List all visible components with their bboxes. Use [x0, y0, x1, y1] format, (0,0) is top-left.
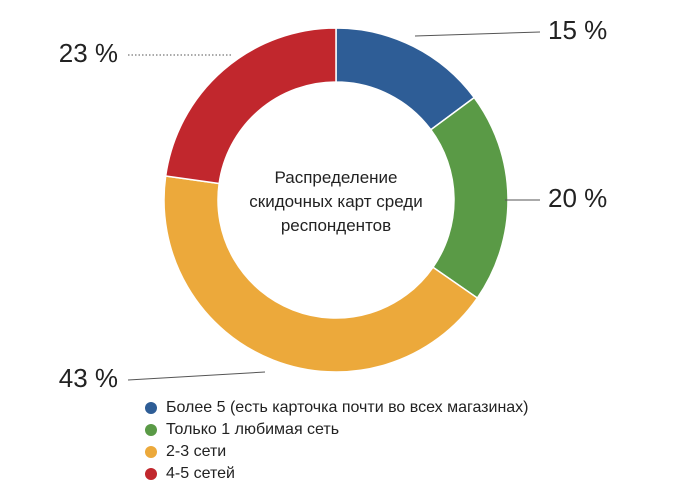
legend-label: Более 5 (есть карточка почти во всех маг… — [166, 399, 529, 416]
value-label: 15 % — [548, 15, 607, 45]
legend-label: 4-5 сетей — [166, 465, 235, 482]
legend-label: Только 1 любимая сеть — [166, 421, 339, 438]
leader-line — [414, 31, 541, 37]
leader-line — [127, 371, 266, 381]
legend-marker — [145, 402, 157, 414]
donut-slice — [164, 27, 337, 185]
legend-marker — [145, 446, 157, 458]
chart-title: Распределение скидочных карт среди респо… — [249, 168, 423, 235]
legend-label: 2-3 сети — [166, 443, 226, 460]
legend-marker — [145, 424, 157, 436]
legend-marker — [145, 468, 157, 480]
donut-slice — [163, 175, 479, 373]
value-label: 23 % — [59, 38, 118, 68]
donut-slice — [429, 96, 509, 300]
value-label: 20 % — [548, 183, 607, 213]
value-label: 43 % — [59, 363, 118, 393]
